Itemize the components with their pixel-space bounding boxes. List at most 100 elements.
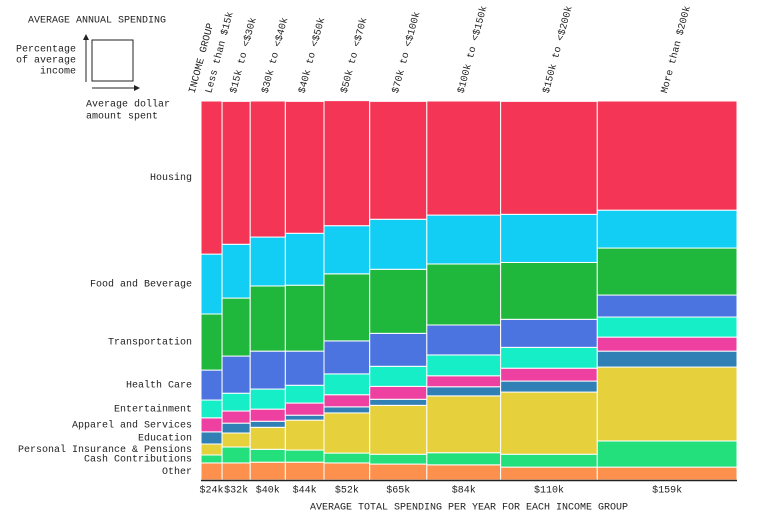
segment (500, 318, 598, 348)
spending-label: $110k (534, 485, 564, 497)
segment (284, 461, 325, 481)
legend-label: Cash Contributions (84, 454, 192, 466)
segment (249, 100, 286, 238)
column-label: $150k to <$200k (541, 5, 576, 95)
segment (249, 448, 286, 463)
segment (221, 462, 251, 481)
segment (249, 461, 286, 481)
segment (323, 273, 371, 342)
segment (500, 261, 598, 320)
segment (284, 350, 325, 386)
segment (323, 225, 371, 275)
key-y-label: income (40, 66, 76, 78)
segment (369, 332, 428, 367)
spending-label: $52k (335, 485, 359, 497)
segment (426, 100, 502, 216)
legend-label: Health Care (126, 380, 192, 392)
segment (323, 412, 371, 454)
segment (284, 100, 325, 234)
segment (200, 369, 223, 401)
segment (500, 100, 598, 215)
segment (369, 398, 428, 406)
column-label: $40k to <$50k (297, 16, 329, 94)
spending-label: $159k (652, 485, 682, 497)
key-icon (83, 34, 140, 91)
segment (596, 209, 738, 249)
chart-title: AVERAGE ANNUAL SPENDING (28, 16, 166, 27)
segment (369, 453, 428, 465)
segment (200, 454, 223, 464)
segment (500, 391, 598, 455)
segment (369, 100, 428, 220)
legend-label: Entertainment (114, 404, 192, 416)
spending-label: $32k (224, 485, 248, 497)
segment (221, 100, 251, 245)
segment (596, 366, 738, 442)
column-label: $100k to <$150k (456, 5, 491, 95)
legend-label: Housing (150, 172, 192, 184)
segment (284, 384, 325, 404)
segment (221, 392, 251, 412)
column-label: $70k to <$100k (390, 10, 423, 94)
segment (221, 410, 251, 424)
segment (369, 463, 428, 481)
segment (323, 462, 371, 481)
segment (426, 375, 502, 388)
segment (426, 464, 502, 481)
segment (426, 214, 502, 265)
segment (500, 213, 598, 263)
segment (200, 417, 223, 433)
segment (284, 419, 325, 451)
segment (500, 346, 598, 369)
segment (369, 404, 428, 455)
spending-label: $65k (386, 485, 410, 497)
segment (500, 367, 598, 382)
segment (369, 218, 428, 270)
segment (426, 324, 502, 356)
column-label: $30k to <$40k (260, 16, 292, 94)
legend-label: Personal Insurance & Pensions (18, 444, 192, 456)
segment (221, 243, 251, 299)
legend-label: Other (162, 466, 192, 478)
legend-label: Transportation (108, 337, 192, 349)
segment (249, 388, 286, 410)
segment (284, 402, 325, 416)
segment (500, 466, 598, 481)
segment (323, 406, 371, 414)
segment (596, 100, 738, 211)
key-x-label: Average dollar (86, 99, 170, 111)
spending-label: $40k (256, 485, 280, 497)
segment (369, 268, 428, 334)
segment (249, 285, 286, 352)
segment (249, 420, 286, 428)
spending-label: $24k (200, 485, 224, 497)
segment (221, 432, 251, 448)
key-x-label: amount spent (86, 112, 158, 123)
segment (200, 253, 223, 315)
segment (323, 373, 371, 396)
segment (221, 355, 251, 394)
legend-label: Education (138, 433, 192, 445)
column-label: $50k to <$70k (339, 16, 371, 94)
segment (200, 431, 223, 445)
segment (500, 380, 598, 393)
segment (284, 414, 325, 421)
segment (596, 294, 738, 318)
segment (596, 247, 738, 296)
segment (596, 440, 738, 468)
segment (426, 452, 502, 466)
segment (284, 284, 325, 352)
legend-label: Food and Beverage (90, 279, 192, 291)
segment (323, 340, 371, 375)
segment (500, 453, 598, 468)
segment (426, 386, 502, 397)
segment (596, 316, 738, 338)
column-label: More than $200k (659, 5, 694, 95)
segment (200, 462, 223, 481)
segment (221, 297, 251, 357)
segment (249, 350, 286, 390)
segment (369, 385, 428, 400)
segment (369, 365, 428, 387)
segment (200, 313, 223, 371)
